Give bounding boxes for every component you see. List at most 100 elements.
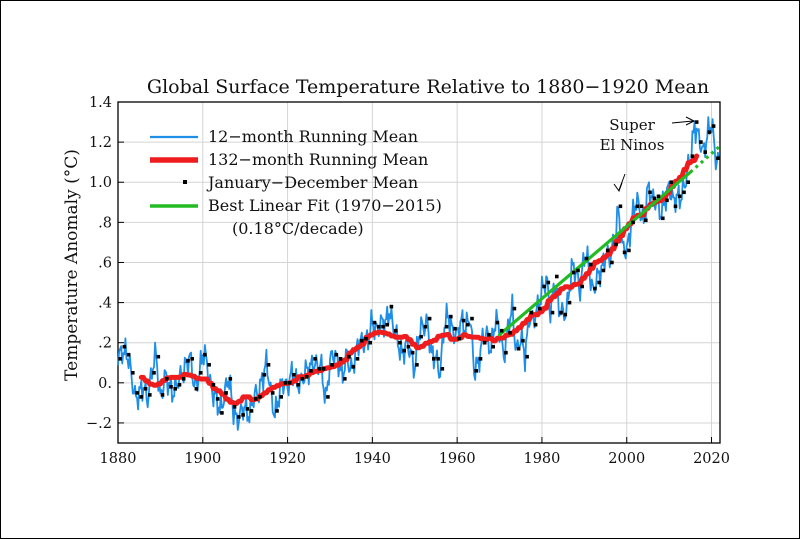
annual-point <box>521 338 525 343</box>
annual-point <box>402 348 406 353</box>
annual-point <box>614 242 618 247</box>
annual-point <box>351 365 356 369</box>
annual-point <box>415 363 419 367</box>
x-tick-label: 1920 <box>269 451 306 467</box>
annual-point <box>639 204 644 209</box>
annual-point <box>635 204 640 209</box>
annual-point <box>355 357 360 361</box>
annual-point <box>618 204 623 209</box>
annual-point <box>406 344 411 349</box>
annual-point <box>249 409 254 413</box>
annual-point <box>190 357 194 361</box>
annual-point <box>627 248 631 253</box>
annual-point <box>622 250 627 255</box>
annual-point <box>393 328 398 333</box>
legend-label-fit: Best Linear Fit (1970−2015) <box>208 196 442 215</box>
annual-point <box>364 336 368 341</box>
annual-mean-points <box>118 120 720 419</box>
annual-point <box>423 324 428 329</box>
annual-point <box>287 381 292 385</box>
annual-point <box>309 369 313 373</box>
annual-point <box>601 268 606 273</box>
annual-point <box>516 346 521 351</box>
annual-point <box>317 367 322 371</box>
x-tick-label: 1980 <box>523 451 560 467</box>
legend-label-running132: 132−month Running Mean <box>208 150 428 169</box>
annual-point <box>245 407 250 411</box>
annual-point <box>224 391 228 395</box>
annual-point <box>682 190 686 195</box>
arrow-head-2016 <box>685 116 696 126</box>
annual-point <box>304 375 309 379</box>
annual-point <box>703 150 707 154</box>
annual-point <box>576 268 580 273</box>
annual-point <box>347 354 351 359</box>
annual-point <box>669 180 673 184</box>
axis-ticks: 1880 1900 1920 1940 1960 1980 2000 2020 −.2 0. .2.… <box>86 95 730 467</box>
annual-point <box>326 395 330 399</box>
x-tick-label: 1900 <box>184 451 221 467</box>
arrow-2016 <box>671 120 694 124</box>
annual-point <box>661 216 665 221</box>
annual-point <box>156 354 161 359</box>
annual-point <box>444 324 449 329</box>
annual-point <box>605 248 610 253</box>
plot-area-border <box>117 101 721 444</box>
annual-point <box>538 306 542 311</box>
y-tick-label: .6 <box>98 255 112 271</box>
annual-point <box>593 286 597 291</box>
annual-point <box>279 395 283 399</box>
annual-point <box>555 274 559 279</box>
annual-point <box>487 332 491 337</box>
annual-point <box>707 130 712 134</box>
annual-point <box>571 270 576 275</box>
annual-point <box>258 395 262 399</box>
y-tick-label: 1.2 <box>89 135 112 151</box>
y-tick-label: 0. <box>98 376 112 392</box>
x-tick-label: 1880 <box>100 451 137 467</box>
x-tick-label: 1940 <box>354 451 391 467</box>
annotation-el-ninos: El Ninos <box>600 136 665 154</box>
annual-point <box>610 260 614 265</box>
annual-point <box>432 357 436 361</box>
annual-point <box>644 218 648 223</box>
annual-point <box>457 336 462 341</box>
annual-point <box>453 326 457 331</box>
annual-point <box>313 357 317 361</box>
series-line-fit <box>497 170 692 337</box>
annual-point <box>398 340 402 345</box>
series-line-running12 <box>117 116 720 431</box>
annual-point <box>482 340 487 345</box>
annual-point <box>232 405 237 409</box>
annual-point <box>381 324 385 329</box>
y-tick-label: 1.4 <box>89 95 112 111</box>
arrow-head-1998 <box>613 182 623 193</box>
annual-point <box>203 352 207 357</box>
series-line-running132 <box>138 153 700 406</box>
legend: 12−month Running Mean 132−month Running … <box>150 127 442 238</box>
annual-point <box>470 316 474 321</box>
y-tick-label: .4 <box>98 296 112 312</box>
annual-point <box>207 363 211 367</box>
annual-point <box>300 377 305 381</box>
annual-point <box>550 310 555 315</box>
annual-point <box>563 312 568 317</box>
legend-label-annual: January−December Mean <box>206 173 418 192</box>
annual-point <box>186 359 190 363</box>
annual-point <box>275 409 279 413</box>
annual-point <box>529 310 534 315</box>
annual-point <box>491 344 495 349</box>
annual-point <box>436 357 440 361</box>
annual-point <box>533 322 538 327</box>
annual-point <box>211 383 216 387</box>
annual-point <box>694 120 699 124</box>
annual-point <box>343 377 347 381</box>
annual-point <box>169 385 173 389</box>
y-tick-label: .8 <box>98 215 112 231</box>
annual-point <box>478 357 483 361</box>
annual-point <box>372 320 377 325</box>
annual-point <box>296 383 300 387</box>
legend-swatch-annual <box>183 180 187 184</box>
annual-point <box>410 350 415 355</box>
annual-point <box>338 357 343 361</box>
